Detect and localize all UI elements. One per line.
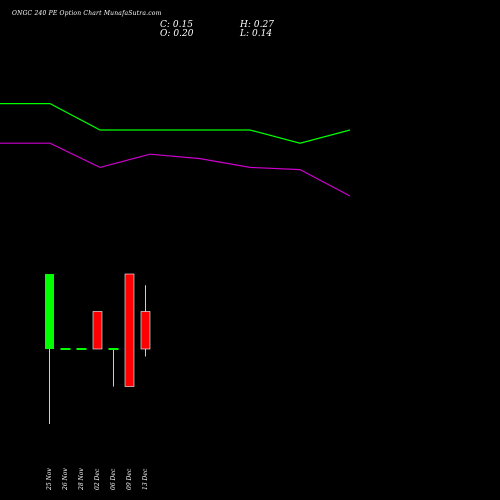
upper-line-series [0, 102, 351, 144]
indicator-lines [0, 102, 351, 197]
ohlc-close-value: 0.15 [172, 20, 193, 30]
ohlc-high-label: H: [240, 20, 251, 30]
x-tick-label: 06 Dec [110, 468, 117, 490]
x-tick-label: 26 Nov [62, 468, 69, 491]
candle [108, 348, 119, 387]
candle [140, 285, 151, 357]
candle [124, 273, 135, 387]
x-tick-label: 25 Nov [46, 468, 53, 491]
ohlc-low: L: 0.14 [240, 29, 272, 39]
candle [45, 274, 54, 424]
candle [92, 311, 103, 350]
x-tick-label: 09 Dec [126, 468, 133, 490]
candle-body-up [45, 274, 54, 349]
x-tick-label: 02 Dec [94, 468, 101, 490]
x-axis-labels: 25 Nov 26 Nov 28 Nov 02 Dec 06 Dec 09 Dec 13 D… [46, 468, 149, 491]
chart-title: ONGC 240 PE Option Chart MunafaSutra.com [12, 10, 162, 17]
ohlc-high-value: 0.27 [253, 20, 274, 30]
ohlc-low-label: L: [240, 29, 250, 39]
ohlc-open: O: 0.20 [160, 29, 193, 39]
ohlc-open-value: 0.20 [173, 29, 194, 39]
lower-line-series [0, 142, 351, 197]
candle-body-down [140, 311, 151, 350]
candle-body-down [92, 311, 103, 350]
x-tick-label: 13 Dec [142, 468, 149, 490]
candle-body-down [124, 273, 135, 387]
ohlc-close-label: C: [160, 20, 170, 30]
x-tick-label: 28 Nov [78, 468, 85, 491]
candlesticks [45, 273, 151, 424]
ohlc-open-label: O: [160, 29, 171, 39]
ohlc-close: C: 0.15 [160, 20, 193, 30]
ohlc-low-value: 0.14 [252, 29, 273, 39]
ohlc-high: H: 0.27 [240, 20, 274, 30]
